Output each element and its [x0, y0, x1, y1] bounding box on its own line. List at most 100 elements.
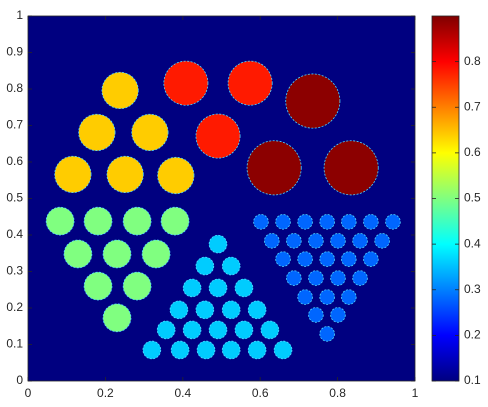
- blob: [169, 300, 189, 320]
- blob: [275, 214, 291, 230]
- blob: [273, 340, 293, 360]
- blob: [142, 340, 162, 360]
- blob: [341, 289, 357, 305]
- blob: [208, 234, 228, 254]
- colorbar-tick-label: 0.1: [464, 373, 481, 387]
- y-tick-label: 0.7: [6, 118, 23, 132]
- blob: [208, 278, 228, 298]
- blob: [63, 239, 93, 269]
- blob: [157, 156, 195, 195]
- blob: [208, 320, 228, 340]
- blob: [160, 206, 190, 236]
- blob: [308, 270, 324, 286]
- blob: [297, 289, 313, 305]
- blob: [182, 320, 202, 340]
- blob: [54, 155, 92, 193]
- blob: [363, 251, 379, 267]
- blob: [102, 239, 132, 269]
- blob: [234, 320, 254, 340]
- blob: [83, 206, 113, 236]
- blob: [78, 113, 116, 152]
- blob: [221, 340, 241, 360]
- blob: [221, 256, 241, 276]
- y-tick-label: 0.6: [6, 154, 23, 168]
- y-tick-label: 0.3: [6, 264, 23, 278]
- colorbar-tick-label: 0.8: [464, 54, 481, 68]
- colorbar-tick-label: 0.6: [464, 145, 481, 159]
- blob: [286, 233, 302, 249]
- y-tick-label: 0.9: [6, 45, 23, 59]
- blob: [374, 233, 390, 249]
- blob: [227, 60, 273, 106]
- blob: [247, 300, 267, 320]
- colorbar-tick-label: 0.4: [464, 236, 481, 250]
- blob: [341, 251, 357, 267]
- colorbar-tick-label: 0.2: [464, 328, 481, 342]
- blob: [101, 71, 139, 110]
- blob: [156, 320, 176, 340]
- colorbar-tick-label: 0.3: [464, 282, 481, 296]
- blob: [195, 256, 215, 276]
- blob: [182, 278, 202, 298]
- blob: [330, 233, 346, 249]
- y-tick-label: 0.2: [6, 300, 23, 314]
- blob: [260, 320, 280, 340]
- blob: [319, 289, 335, 305]
- blob: [264, 233, 280, 249]
- blob: [319, 214, 335, 230]
- blob: [102, 303, 132, 333]
- blob: [308, 307, 324, 323]
- blob: [319, 326, 335, 342]
- y-tick-label: 0.4: [6, 227, 23, 241]
- x-tick-label: 0.4: [174, 386, 191, 400]
- blob: [323, 140, 379, 196]
- blob: [285, 73, 341, 129]
- blob: [141, 239, 171, 269]
- colorbar: [431, 15, 460, 382]
- blob: [163, 60, 209, 106]
- blob: [297, 251, 313, 267]
- blob: [308, 233, 324, 249]
- blob: [352, 233, 368, 249]
- blob: [275, 251, 291, 267]
- blob: [221, 300, 241, 320]
- image-background: [28, 16, 415, 381]
- blob: [195, 113, 241, 159]
- blob: [246, 140, 302, 196]
- x-tick-label: 1: [412, 386, 419, 400]
- y-tick-label: 1: [16, 8, 23, 22]
- x-tick-label: 0.8: [329, 386, 346, 400]
- y-tick-label: 0: [16, 373, 23, 387]
- blob: [330, 270, 346, 286]
- blob: [341, 214, 357, 230]
- blob: [83, 271, 113, 301]
- x-tick-label: 0: [25, 386, 32, 400]
- blob: [247, 340, 267, 360]
- colorbar-tick-label: 0.7: [464, 99, 481, 113]
- blob: [363, 214, 379, 230]
- colorbar-tick-label: 0.5: [464, 191, 481, 205]
- blob: [352, 270, 368, 286]
- blob: [106, 155, 144, 193]
- blob: [319, 251, 335, 267]
- blob: [234, 278, 254, 298]
- x-tick-label: 0.6: [252, 386, 269, 400]
- y-tick-label: 0.1: [6, 337, 23, 351]
- blob: [131, 113, 169, 152]
- blob: [195, 300, 215, 320]
- blob: [253, 214, 269, 230]
- blob: [122, 271, 152, 301]
- blob: [297, 214, 313, 230]
- x-tick-label: 0.2: [97, 386, 114, 400]
- blob: [170, 340, 190, 360]
- y-tick-label: 0.5: [6, 191, 23, 205]
- blob: [45, 206, 75, 236]
- blob: [196, 340, 216, 360]
- blob: [286, 270, 302, 286]
- blob: [330, 307, 346, 323]
- y-tick-label: 0.8: [6, 81, 23, 95]
- blob: [122, 206, 152, 236]
- blob: [385, 214, 401, 230]
